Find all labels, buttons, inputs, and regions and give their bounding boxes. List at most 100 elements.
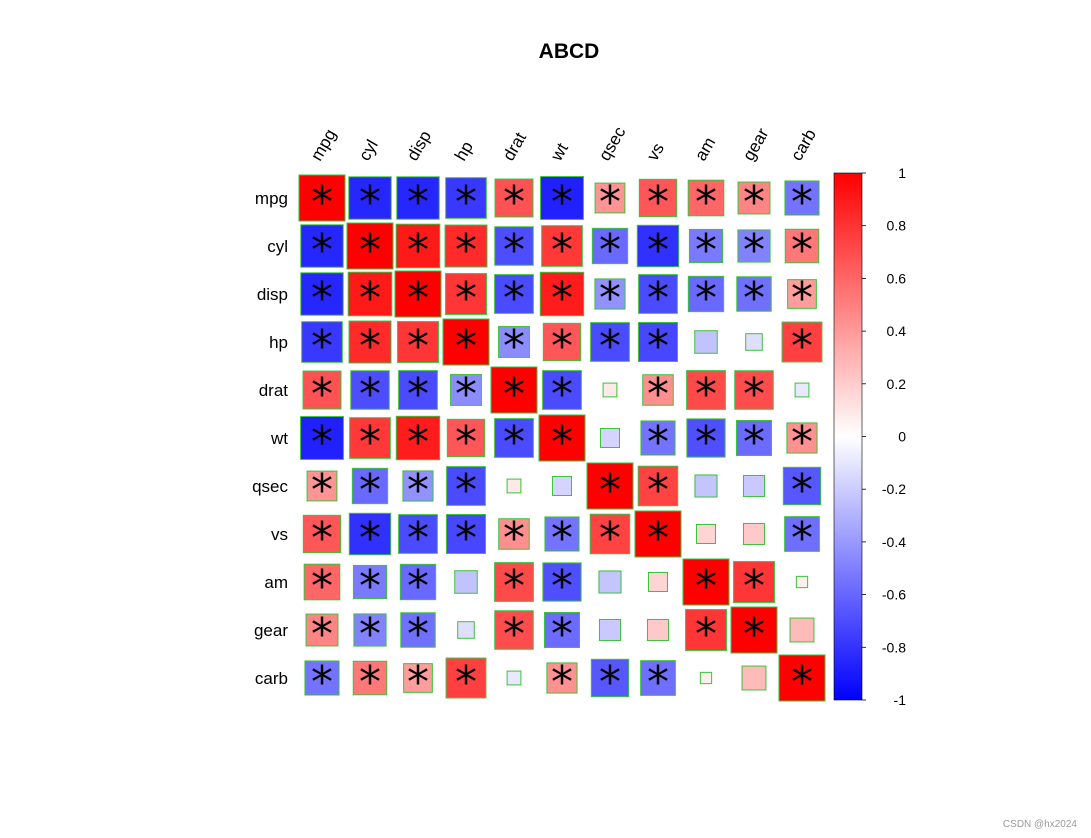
cell-square bbox=[506, 478, 522, 494]
cell-qsec-cyl: * bbox=[351, 465, 389, 516]
cell-mpg-wt: * bbox=[540, 176, 584, 228]
significance-star: * bbox=[695, 417, 717, 468]
cell-mpg-hp: * bbox=[445, 177, 487, 228]
colorbar-tick-label: 0 bbox=[898, 429, 906, 445]
cell-vs-carb: * bbox=[784, 513, 820, 564]
cell-square bbox=[688, 228, 724, 264]
cell-hp-drat: * bbox=[498, 321, 530, 372]
cell-square bbox=[298, 174, 346, 222]
significance-star: * bbox=[311, 225, 333, 276]
cell-square bbox=[397, 321, 439, 363]
cell-gear-qsec bbox=[598, 618, 622, 642]
cell-square bbox=[350, 370, 390, 410]
significance-star: * bbox=[599, 657, 621, 708]
significance-star: * bbox=[311, 513, 333, 564]
cell-square bbox=[590, 658, 630, 698]
cell-drat-drat: * bbox=[490, 366, 538, 420]
cell-square bbox=[300, 224, 344, 268]
significance-star: * bbox=[791, 417, 813, 468]
cell-square bbox=[445, 657, 487, 699]
cell-square bbox=[598, 618, 622, 642]
cell-square bbox=[402, 470, 434, 502]
cell-square bbox=[784, 180, 820, 216]
cell-am-hp bbox=[454, 570, 478, 594]
column-label-mpg: mpg bbox=[307, 126, 340, 164]
significance-star: * bbox=[599, 513, 621, 564]
cell-hp-mpg: * bbox=[301, 321, 343, 372]
cell-drat-wt: * bbox=[542, 369, 582, 420]
cell-square bbox=[685, 609, 727, 651]
row-label-disp: disp bbox=[257, 285, 288, 304]
significance-star: * bbox=[359, 657, 381, 708]
cell-disp-wt: * bbox=[539, 271, 585, 324]
significance-star: * bbox=[647, 513, 669, 564]
cell-square bbox=[300, 416, 344, 460]
cell-square bbox=[637, 465, 679, 507]
cell-gear-hp bbox=[457, 621, 475, 639]
cell-square bbox=[352, 660, 388, 696]
significance-star: * bbox=[791, 225, 813, 276]
cell-drat-vs: * bbox=[642, 369, 674, 420]
cell-disp-mpg: * bbox=[300, 272, 344, 324]
significance-star: * bbox=[359, 561, 381, 612]
cell-carb-gear bbox=[741, 665, 767, 691]
significance-star: * bbox=[311, 465, 333, 516]
significance-star: * bbox=[791, 321, 813, 372]
cell-square bbox=[446, 418, 486, 458]
significance-star: * bbox=[311, 609, 333, 660]
cell-mpg-vs: * bbox=[638, 177, 678, 228]
cell-square bbox=[648, 572, 668, 592]
cell-square bbox=[446, 466, 486, 506]
column-label-drat: drat bbox=[499, 129, 530, 164]
significance-star: * bbox=[455, 321, 477, 372]
cell-hp-am bbox=[694, 330, 718, 354]
cell-drat-hp: * bbox=[450, 369, 482, 420]
cell-square bbox=[454, 570, 478, 594]
cell-vs-cyl: * bbox=[348, 512, 392, 564]
significance-star: * bbox=[599, 225, 621, 276]
cell-cyl-mpg: * bbox=[300, 224, 344, 276]
cell-am-am: * bbox=[682, 558, 730, 612]
cell-vs-wt: * bbox=[544, 513, 580, 564]
cell-wt-cyl: * bbox=[349, 417, 391, 468]
row-label-vs: vs bbox=[271, 525, 288, 544]
cell-carb-qsec: * bbox=[590, 657, 630, 708]
significance-star: * bbox=[503, 513, 525, 564]
significance-star: * bbox=[311, 657, 333, 708]
colorbar-tick-label: 0.2 bbox=[887, 376, 907, 392]
cell-square bbox=[353, 613, 387, 647]
significance-star: * bbox=[695, 369, 717, 420]
cell-carb-vs: * bbox=[640, 657, 676, 708]
cell-square bbox=[742, 522, 766, 546]
cell-square bbox=[348, 176, 392, 220]
significance-star: * bbox=[647, 177, 669, 228]
cell-square bbox=[686, 418, 726, 458]
significance-star: * bbox=[551, 609, 573, 660]
cell-qsec-disp: * bbox=[402, 465, 434, 516]
significance-star: * bbox=[407, 177, 429, 228]
significance-star: * bbox=[359, 225, 381, 276]
cell-square bbox=[403, 663, 433, 693]
cell-square bbox=[552, 476, 572, 496]
cell-square bbox=[781, 321, 823, 363]
cell-wt-am: * bbox=[686, 417, 726, 468]
cell-gear-drat: * bbox=[494, 609, 534, 660]
cell-square bbox=[541, 225, 583, 267]
significance-star: * bbox=[503, 177, 525, 228]
significance-star: * bbox=[551, 273, 573, 324]
significance-star: * bbox=[311, 417, 333, 468]
cell-square bbox=[784, 228, 820, 264]
cell-qsec-hp: * bbox=[446, 465, 486, 516]
cell-square bbox=[399, 563, 437, 601]
significance-star: * bbox=[359, 513, 381, 564]
cell-square bbox=[789, 617, 815, 643]
cell-hp-qsec: * bbox=[590, 321, 630, 372]
column-labels: mpg cyl disp hp drat wt qsec vs am gear carb bbox=[307, 123, 820, 165]
row-label-wt: wt bbox=[270, 429, 288, 448]
cell-drat-gear: * bbox=[734, 369, 774, 420]
cell-mpg-cyl: * bbox=[348, 176, 392, 228]
cell-square bbox=[303, 563, 341, 601]
significance-star: * bbox=[647, 369, 669, 420]
colorbar-tick-label: -1 bbox=[894, 692, 907, 708]
cell-square bbox=[543, 611, 581, 649]
